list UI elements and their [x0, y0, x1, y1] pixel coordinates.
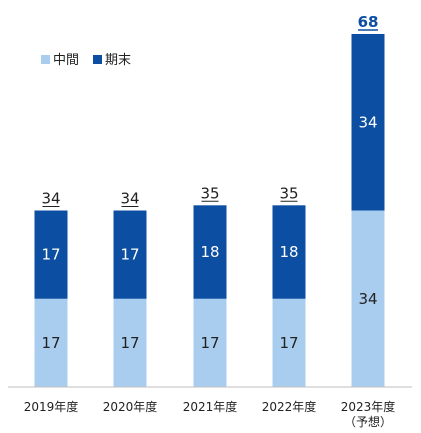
- bar-total-label: 68: [358, 13, 379, 31]
- bar-total-label: 34: [120, 190, 139, 208]
- bar-total-label: 35: [279, 184, 298, 202]
- bar-value-label: 34: [358, 290, 377, 308]
- bar-value-label: 17: [41, 334, 60, 352]
- x-tick-label: 2021年度: [183, 399, 238, 414]
- bar-total-label: 35: [200, 184, 219, 202]
- legend-label-interim: 中間: [53, 53, 79, 68]
- bar-value-label: 17: [279, 334, 298, 352]
- bar-value-label: 34: [358, 113, 377, 131]
- legend-swatch-year-end: [93, 55, 102, 64]
- bar-value-label: 17: [120, 246, 139, 264]
- bar-segment-interim: [272, 298, 306, 387]
- x-tick-label: 2020年度: [103, 399, 158, 414]
- bars: 17 17 34 17 17 34 17 18 35 17 18 35 34 34 68: [34, 13, 385, 387]
- bar-value-label: 17: [120, 334, 139, 352]
- legend-swatch-interim: [41, 55, 50, 64]
- bar-segment-year-end: [272, 205, 306, 299]
- bar-segment-year-end: [351, 34, 385, 211]
- legend-item-year-end: 期末: [93, 53, 131, 68]
- x-tick-label: 2023年度: [341, 399, 396, 414]
- legend-label-year-end: 期末: [105, 53, 131, 68]
- bar-segment-interim: [34, 298, 68, 387]
- bar-segment-year-end: [113, 210, 147, 299]
- x-tick-labels: 2019年度 2020年度 2021年度 2022年度 2023年度（予想）: [24, 399, 396, 429]
- legend-item-interim: 中間: [41, 53, 79, 68]
- bar-value-label: 18: [279, 243, 298, 261]
- bar-value-label: 17: [200, 334, 219, 352]
- bar-value-label: 18: [200, 243, 219, 261]
- bar-segment-year-end: [193, 205, 227, 299]
- x-tick-label: 2019年度: [24, 399, 79, 414]
- bar-value-label: 17: [41, 246, 60, 264]
- bar-segment-interim: [351, 210, 385, 387]
- bar-segment-year-end: [34, 210, 68, 299]
- bar-segment-interim: [113, 298, 147, 387]
- x-tick-label: 2022年度: [262, 399, 317, 414]
- bar-segment-interim: [193, 298, 227, 387]
- bar-total-label: 34: [41, 190, 60, 208]
- x-tick-note: （予想）: [344, 414, 392, 429]
- legend: 中間 期末: [41, 53, 131, 68]
